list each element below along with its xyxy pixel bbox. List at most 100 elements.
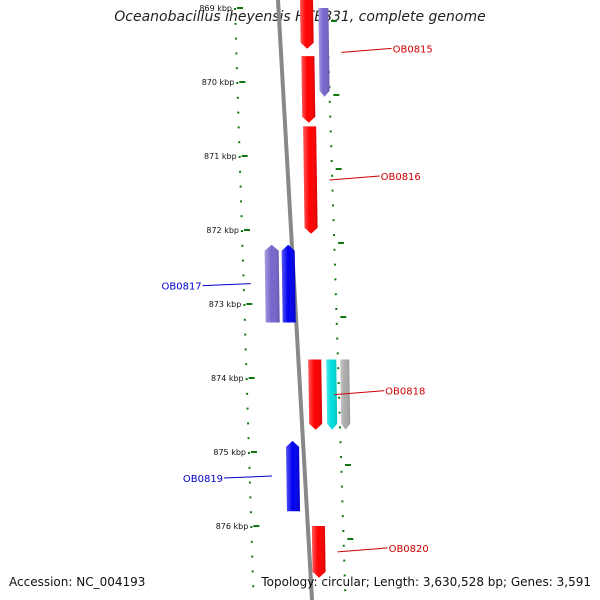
minor-tick-right	[339, 426, 342, 429]
major-tick	[243, 229, 250, 231]
minor-tick-right	[333, 248, 336, 251]
minor-tick-right	[329, 115, 332, 118]
minor-tick-left	[246, 392, 249, 395]
gene-arrow-shading	[301, 56, 316, 123]
minor-tick-left	[236, 96, 239, 99]
minor-tick-right	[328, 100, 331, 103]
gene-features	[264, 0, 351, 578]
minor-tick-left	[239, 185, 242, 188]
gene-label-leader	[329, 175, 380, 181]
gene-label-leader	[341, 47, 392, 53]
minor-tick-left	[245, 363, 248, 366]
minor-tick-left	[247, 437, 250, 440]
minor-tick-left	[250, 540, 253, 543]
minor-tick-left	[240, 230, 243, 232]
gene-label[interactable]: OB0817	[161, 282, 201, 293]
minor-tick-left	[244, 348, 247, 351]
minor-tick-left	[243, 304, 246, 306]
minor-tick-left	[242, 289, 245, 292]
major-tick	[250, 451, 257, 453]
minor-tick-right	[331, 189, 334, 192]
minor-tick-left	[240, 200, 243, 203]
major-tick-right	[340, 316, 347, 318]
minor-tick-right	[332, 204, 335, 207]
minor-tick-left	[237, 126, 240, 129]
minor-tick-right	[330, 145, 333, 148]
minor-tick-left	[236, 82, 239, 84]
minor-tick-right	[343, 574, 346, 577]
minor-tick-left	[234, 22, 237, 25]
minor-tick-left	[238, 156, 241, 158]
tick-label: 875 kbp	[213, 448, 246, 457]
minor-tick-left	[243, 318, 246, 321]
minor-tick-right	[338, 411, 341, 414]
tick-label: 873 kbp	[209, 300, 242, 309]
major-tick	[246, 303, 253, 305]
minor-tick-left	[241, 244, 244, 247]
gene-label[interactable]: OB0819	[183, 474, 223, 485]
minor-tick-right	[336, 352, 339, 355]
minor-tick-right	[337, 382, 340, 384]
accession-text: Accession: NC_004193	[9, 575, 146, 589]
gene-label-leader	[334, 390, 385, 396]
major-tick-right	[344, 464, 351, 466]
minor-tick-left	[247, 422, 250, 425]
gene-labels: OB0815 OB0816 OB0817 OB0818 OB0819 OB0820	[161, 44, 432, 555]
gene-label[interactable]: OB0816	[381, 172, 421, 183]
gene-arrow-shading	[281, 244, 296, 323]
minor-tick-left	[242, 274, 245, 277]
minor-tick-left	[247, 452, 250, 454]
minor-tick-left	[235, 67, 238, 70]
minor-tick-left	[249, 496, 252, 499]
minor-tick-right	[332, 234, 335, 236]
gene-arrow-shading	[311, 526, 326, 578]
major-tick	[241, 155, 248, 157]
major-tick-right	[333, 94, 340, 96]
gene-arrow-shading	[326, 359, 338, 430]
major-tick	[248, 377, 255, 379]
minor-tick-left	[237, 111, 240, 114]
minor-tick-left	[248, 481, 251, 484]
tick-label: 869 kbp	[199, 4, 232, 13]
major-tick	[239, 81, 246, 83]
minor-tick-right	[331, 174, 334, 177]
minor-tick-left	[246, 407, 249, 410]
gene-arrow-shading	[264, 244, 280, 323]
minor-tick-right	[339, 456, 342, 458]
major-tick	[237, 7, 243, 9]
gene-arrow-shading	[303, 126, 318, 234]
tick-label: 874 kbp	[211, 374, 244, 383]
gene-label[interactable]: OB0820	[389, 544, 429, 555]
minor-tick-right	[335, 308, 338, 310]
major-tick	[253, 525, 260, 527]
minor-tick-right	[341, 500, 344, 503]
gene-arrow-shading	[286, 440, 301, 512]
minor-tick-left	[238, 141, 241, 144]
gene-arrow-shading	[318, 8, 330, 97]
tick-label: 872 kbp	[206, 226, 239, 235]
minor-tick-right	[333, 263, 336, 266]
minor-tick-left	[241, 259, 244, 262]
genome-summary-text: Topology: circular; Length: 3,630,528 bp…	[261, 575, 591, 589]
minor-tick-left	[249, 511, 252, 514]
gene-label[interactable]: OB0818	[385, 387, 425, 398]
minor-tick-right	[343, 559, 346, 562]
minor-tick-left	[248, 466, 251, 469]
tick-label: 870 kbp	[202, 78, 235, 87]
minor-tick-right	[340, 470, 343, 473]
minor-tick-left	[250, 526, 253, 528]
minor-tick-right	[341, 515, 344, 518]
minor-tick-left	[251, 570, 254, 573]
minor-tick-right	[332, 219, 335, 222]
minor-tick-left	[240, 215, 243, 218]
tick-label: 876 kbp	[216, 522, 249, 531]
gene-label-leader	[224, 475, 273, 479]
minor-tick-right	[337, 367, 340, 370]
major-tick-right	[347, 538, 354, 540]
major-tick-right	[331, 20, 337, 22]
minor-tick-right	[340, 485, 343, 488]
minor-tick-right	[338, 396, 341, 399]
minor-tick-right	[330, 160, 333, 162]
gene-label[interactable]: OB0815	[393, 44, 433, 55]
